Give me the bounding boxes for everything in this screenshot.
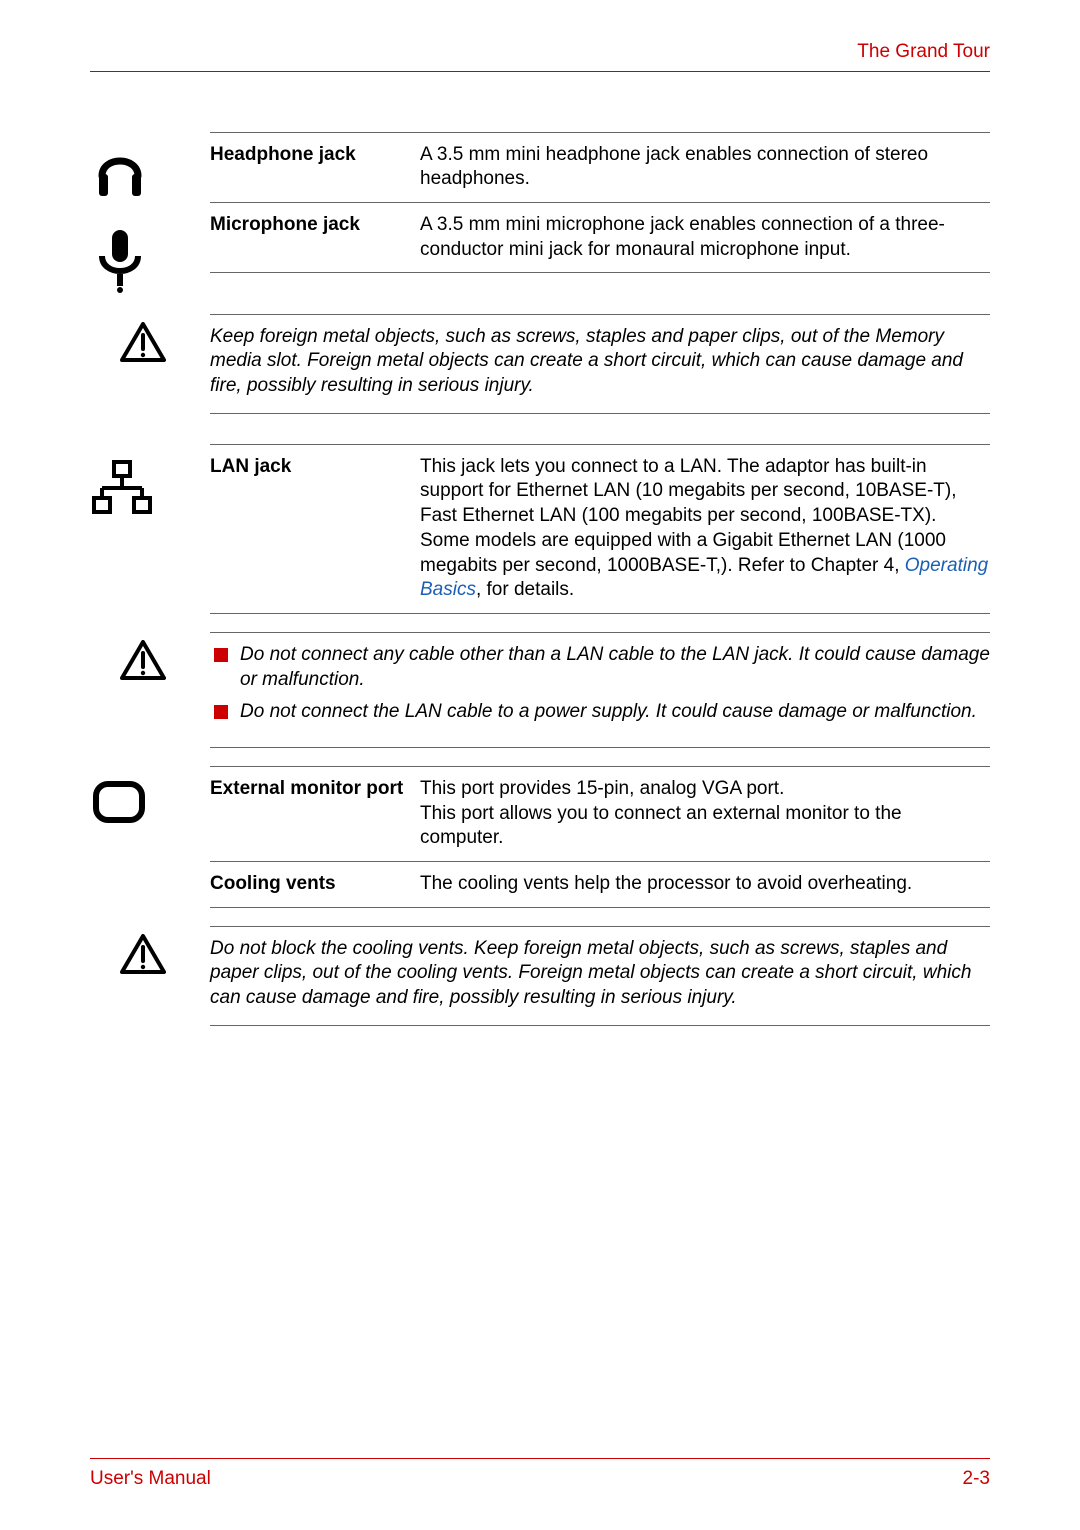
content-column: Headphone jack A 3.5 mm mini headphone j…: [210, 132, 990, 274]
lan-warning-1: Do not connect any cable other than a LA…: [240, 643, 990, 692]
page-header: The Grand Tour: [90, 40, 990, 72]
lan-desc-pre: This jack lets you connect to a LAN. The…: [420, 456, 957, 576]
microphone-desc: A 3.5 mm mini microphone jack enables co…: [420, 213, 990, 262]
content-column: Do not block the cooling vents. Keep for…: [210, 926, 990, 1026]
headphone-icon: [90, 140, 150, 200]
cooling-warning-text: Do not block the cooling vents. Keep for…: [210, 926, 990, 1026]
cooling-warning-block: Do not block the cooling vents. Keep for…: [90, 926, 990, 1026]
content-column: Do not connect any cable other than a LA…: [210, 632, 990, 748]
icon-column: [90, 444, 210, 522]
monitor-term: External monitor port: [210, 777, 420, 851]
page: The Grand Tour Headphone jack A 3.5 mm m…: [0, 0, 1080, 1066]
icon-column: [90, 314, 210, 364]
lan-row: LAN jack This jack lets you connect to a…: [210, 444, 990, 614]
lan-warning-block: Do not connect any cable other than a LA…: [90, 632, 990, 748]
icon-column: [90, 132, 210, 296]
icon-column: [90, 632, 210, 682]
memory-warning-block: Keep foreign metal objects, such as scre…: [90, 314, 990, 414]
content-column: Keep foreign metal objects, such as scre…: [210, 314, 990, 414]
lan-warning-box: Do not connect any cable other than a LA…: [210, 632, 990, 748]
header-section-title: The Grand Tour: [857, 41, 990, 62]
monitor-row: External monitor port This port provides…: [210, 766, 990, 861]
microphone-row: Microphone jack A 3.5 mm mini microphone…: [210, 202, 990, 273]
content-column: LAN jack This jack lets you connect to a…: [210, 444, 990, 614]
bullet-icon: [214, 648, 228, 662]
lan-warning-list: Do not connect any cable other than a LA…: [214, 643, 990, 725]
footer-left: User's Manual: [90, 1467, 211, 1492]
headphone-term: Headphone jack: [210, 143, 420, 192]
content-column: External monitor port This port provides…: [210, 766, 990, 908]
icon-column: [90, 766, 210, 826]
monitor-icon: [90, 778, 148, 826]
headphone-mic-block: Headphone jack A 3.5 mm mini headphone j…: [90, 132, 990, 296]
footer-right: 2-3: [963, 1467, 990, 1492]
lan-desc: This jack lets you connect to a LAN. The…: [420, 455, 990, 603]
memory-warning-text: Keep foreign metal objects, such as scre…: [210, 314, 990, 414]
page-footer: User's Manual 2-3: [90, 1458, 990, 1492]
bullet-icon: [214, 705, 228, 719]
icon-column: [90, 926, 210, 976]
headphone-desc: A 3.5 mm mini headphone jack enables con…: [420, 143, 990, 192]
list-item: Do not connect any cable other than a LA…: [214, 643, 990, 692]
list-item: Do not connect the LAN cable to a power …: [214, 700, 990, 725]
cooling-row: Cooling vents The cooling vents help the…: [210, 861, 990, 908]
lan-warning-2: Do not connect the LAN cable to a power …: [240, 700, 990, 725]
headphone-row: Headphone jack A 3.5 mm mini headphone j…: [210, 132, 990, 202]
lan-desc-post: , for details.: [476, 579, 574, 600]
monitor-desc: This port provides 15-pin, analog VGA po…: [420, 777, 990, 851]
cooling-desc: The cooling vents help the processor to …: [420, 872, 990, 897]
warning-icon: [120, 322, 166, 364]
microphone-icon: [90, 226, 150, 296]
microphone-term: Microphone jack: [210, 213, 420, 262]
warning-icon: [120, 934, 166, 976]
cooling-term: Cooling vents: [210, 872, 420, 897]
lan-icon: [90, 458, 154, 522]
lan-term: LAN jack: [210, 455, 420, 603]
lan-block: LAN jack This jack lets you connect to a…: [90, 444, 990, 614]
monitor-cooling-block: External monitor port This port provides…: [90, 766, 990, 908]
warning-icon: [120, 640, 166, 682]
